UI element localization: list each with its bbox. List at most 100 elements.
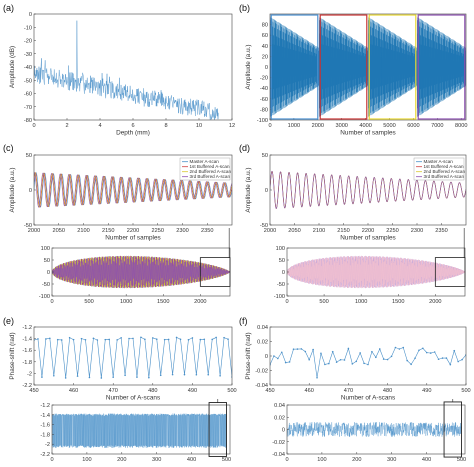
x-tick-label: 400	[187, 457, 196, 463]
series-line	[270, 347, 466, 379]
y-tick-label: 20	[262, 54, 268, 60]
series-line	[34, 20, 219, 120]
data-point	[60, 339, 63, 341]
data-point	[49, 337, 51, 340]
x-tick-label: 7000	[431, 123, 443, 129]
data-point	[288, 361, 291, 363]
data-point	[88, 376, 91, 379]
data-point	[398, 348, 401, 350]
data-point	[56, 338, 59, 341]
y-tick-label: -50	[24, 223, 32, 229]
data-point	[132, 337, 134, 340]
x-tick-label: 200	[352, 457, 361, 463]
y-axis-label: Amplitude (a.u.)	[245, 44, 252, 89]
panel-label-a: (a)	[3, 3, 14, 13]
x-tick-label: 0	[50, 457, 53, 463]
x-tick-label: 8	[164, 123, 167, 129]
legend-entry: 2nd Buffered A-scan	[190, 169, 232, 174]
x-tick-label: 2250	[152, 228, 164, 234]
data-point	[53, 374, 55, 377]
x-axis-label: Number of A-scans	[341, 395, 395, 402]
legend-entry: 3rd Buffered A-scan	[190, 174, 231, 179]
y-tick-label: -1.4	[40, 413, 50, 419]
y-tick-label: 60	[262, 33, 268, 39]
data-point	[136, 376, 138, 378]
panel-label-c: (c)	[3, 143, 14, 153]
x-tick-label: 2250	[386, 228, 398, 234]
y-tick-label: -1.6	[22, 348, 32, 354]
plot-area	[287, 255, 465, 289]
x-tick-label: 2	[65, 123, 68, 129]
y-tick-label: -1.4	[22, 337, 32, 343]
y-tick-label: -100	[39, 294, 50, 300]
data-point	[183, 373, 186, 376]
data-point	[45, 338, 47, 340]
data-point	[457, 360, 459, 363]
legend-box	[179, 157, 231, 181]
data-point	[80, 337, 83, 340]
data-point	[273, 355, 275, 357]
x-tick-label: 500	[319, 299, 328, 305]
y-tick-label: -2	[27, 371, 32, 377]
data-point	[355, 360, 358, 363]
y-tick-label: -50	[42, 282, 50, 288]
x-tick-label: 480	[148, 388, 157, 394]
x-tick-label: 500	[227, 388, 236, 394]
y-tick-label: 50	[26, 153, 32, 159]
y-tick-label: 0	[265, 354, 268, 360]
y-axis-label: Phase-shift (rad)	[9, 332, 16, 379]
y-tick-label: -2.2	[22, 383, 32, 389]
data-point	[316, 376, 318, 379]
y-tick-label: -0.02	[255, 369, 268, 375]
x-tick-label: 100	[317, 457, 326, 463]
x-tick-label: 1000	[120, 299, 132, 305]
data-point	[449, 363, 452, 366]
y-tick-label: -0.04	[272, 452, 285, 458]
chart-a: 0 2 4 6 8 10 12 0 -10 -20 -30 -40 -50 -60 -70 -80 Depth …	[9, 12, 235, 137]
data-point	[367, 363, 369, 366]
data-point	[148, 376, 150, 379]
x-tick-label: 500	[457, 457, 466, 463]
data-point	[72, 338, 75, 341]
data-point	[171, 373, 174, 376]
data-point	[155, 338, 158, 341]
data-point	[96, 339, 99, 341]
x-tick-label: 2100	[313, 228, 325, 234]
data-point	[112, 376, 114, 378]
data-point	[418, 349, 420, 352]
data-point	[320, 352, 322, 355]
y-tick-label: -20	[24, 39, 32, 45]
x-tick-label: 200	[117, 457, 126, 463]
data-point	[324, 363, 326, 366]
x-axis-label: Number of samples	[340, 130, 395, 137]
data-point	[422, 347, 424, 350]
y-tick-label: 50	[262, 153, 268, 159]
legend-entry: 3rd Buffered A-scan	[424, 174, 465, 179]
x-tick-label: 1500	[392, 299, 404, 305]
data-point	[296, 348, 299, 350]
y-tick-label: 0	[47, 270, 50, 276]
x-tick-label: 12	[229, 123, 235, 129]
y-tick-label: 50	[44, 258, 50, 264]
data-point	[429, 352, 432, 354]
y-tick-label: -1.6	[40, 423, 50, 429]
data-point	[308, 358, 311, 361]
x-tick-label: 500	[461, 388, 470, 394]
data-point	[167, 338, 170, 341]
data-point	[378, 348, 381, 350]
x-tick-label: 2000	[429, 299, 441, 305]
plot-area	[52, 255, 230, 289]
y-tick-label: 100	[276, 246, 285, 252]
series-line	[52, 413, 227, 449]
x-tick-label: 4	[98, 123, 101, 129]
data-point	[100, 377, 103, 379]
y-tick-label: 0.04	[257, 325, 268, 331]
data-point	[328, 362, 330, 365]
y-tick-label: 40	[262, 44, 268, 50]
x-tick-label: 300	[152, 457, 161, 463]
data-point	[426, 351, 428, 354]
data-point	[277, 357, 279, 360]
chart-e-inset: 0 100 200 300 400 500 -1.2 -1.4 -1.6 -1.8 -2 -2.2	[40, 399, 231, 463]
data-point	[76, 375, 79, 377]
burst-waveform	[318, 17, 369, 117]
